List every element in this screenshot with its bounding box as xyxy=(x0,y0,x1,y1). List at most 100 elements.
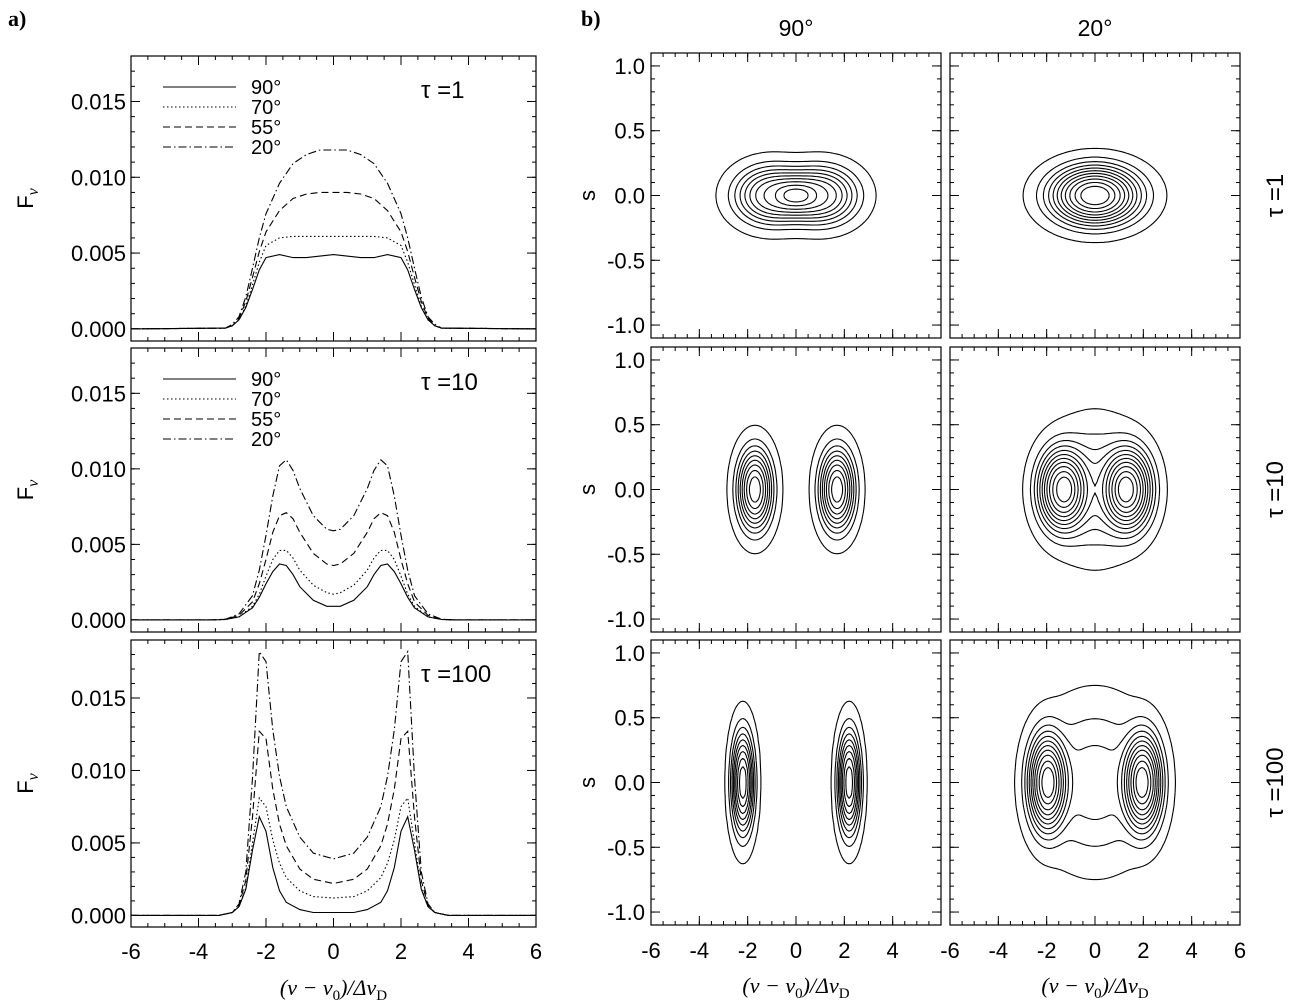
contour-line xyxy=(1022,147,1168,244)
contour-line xyxy=(1033,439,1157,540)
contour-line xyxy=(763,181,829,210)
x-tick-label: 4 xyxy=(887,938,899,963)
plot-frame xyxy=(949,639,1241,926)
contour-line xyxy=(1036,445,1154,534)
contour-line xyxy=(1036,754,1154,811)
contour-line xyxy=(774,184,818,207)
y-tick-label: 0.015 xyxy=(71,381,126,406)
tau-label: τ =1 xyxy=(421,77,465,104)
contour-line xyxy=(1074,181,1116,210)
tau-label: τ =10 xyxy=(421,369,478,396)
y-tick-label: 0.010 xyxy=(71,457,126,482)
contour-panel-3: -1.0 -0.5 0.0 0.5 1.0 s xyxy=(575,346,942,633)
contour-line xyxy=(1026,730,1164,835)
legend-label: 55° xyxy=(251,117,281,139)
row-label: τ =1 xyxy=(1262,174,1289,218)
contour-line xyxy=(1029,432,1161,547)
y-axis-label: Fν xyxy=(13,772,42,793)
x-tick-label: -4 xyxy=(989,938,1009,963)
column-label: 20° xyxy=(1078,15,1113,41)
y-tick-label: 0.010 xyxy=(71,758,126,783)
column-label: 90° xyxy=(779,15,814,41)
tau-label: τ =100 xyxy=(421,661,491,688)
series-line-dashed xyxy=(131,512,536,621)
y-tick-label: 1.0 xyxy=(614,54,645,79)
x-axis-label: (ν − ν0)/ΔνD xyxy=(280,975,387,1004)
contour-line xyxy=(732,438,860,541)
contour-line xyxy=(1064,175,1126,216)
y-tick-label: -1.0 xyxy=(607,607,645,632)
row-label: τ =10 xyxy=(1262,461,1289,518)
contour-line xyxy=(743,464,849,515)
contour-line xyxy=(1046,461,1144,518)
contour-line xyxy=(735,750,857,815)
contour-line xyxy=(1048,164,1142,227)
contour-line xyxy=(755,178,837,213)
y-axis-label: Fν xyxy=(13,187,42,208)
y-tick-label: 1.0 xyxy=(614,348,645,373)
x-tick-label: 4 xyxy=(462,939,474,964)
y-tick-label: 0.005 xyxy=(71,831,126,856)
contour-line xyxy=(734,744,858,821)
x-tick-label: -2 xyxy=(1037,938,1057,963)
x-tick-label: 2 xyxy=(838,938,850,963)
contour-line xyxy=(737,450,855,529)
x-axis-label: (ν − ν0)/ΔνD xyxy=(1041,973,1148,1002)
contour-line xyxy=(735,445,857,534)
series-line-dotted xyxy=(131,549,536,621)
y-tick-label: 0.015 xyxy=(71,89,126,114)
contour-line xyxy=(748,476,844,503)
y-tick-label: -1.0 xyxy=(607,313,645,338)
contour-line xyxy=(739,169,853,222)
plot-frame xyxy=(130,55,537,342)
contour-line xyxy=(746,469,846,510)
y-tick-label: 0.0 xyxy=(614,184,645,209)
contour-line xyxy=(1030,740,1160,825)
x-tick-label: 4 xyxy=(1186,938,1198,963)
contour-line xyxy=(1028,735,1162,830)
contour-line xyxy=(729,726,863,839)
plot-frame xyxy=(650,639,942,926)
x-tick-label: 0 xyxy=(1089,938,1101,963)
contour-line xyxy=(749,175,843,216)
plot-frame xyxy=(949,52,1241,339)
y-tick-label: -0.5 xyxy=(607,835,645,860)
line-panel-2: 0.000 0.005 0.010 0.015 Fν τ =10 90°70°55°20° xyxy=(13,347,537,633)
x-tick-label: 2 xyxy=(1137,938,1149,963)
contour-line xyxy=(1035,156,1155,235)
x-tick-label: 0 xyxy=(327,939,339,964)
x-tick-label: 0 xyxy=(790,938,802,963)
x-tick-label: -6 xyxy=(641,938,661,963)
contour-line xyxy=(728,717,864,848)
x-tick-label: 2 xyxy=(395,939,407,964)
contour-line xyxy=(1056,170,1134,221)
series-line-dotted xyxy=(130,235,537,330)
contour-line xyxy=(1041,453,1149,526)
y-tick-label: 0.5 xyxy=(614,413,645,438)
plot-frame xyxy=(650,52,942,339)
contour-line xyxy=(738,766,854,799)
legend-label: 70° xyxy=(251,389,281,411)
contour-line xyxy=(734,165,858,226)
x-tick-label: -2 xyxy=(738,938,758,963)
y-tick-label: -0.5 xyxy=(607,248,645,273)
x-axis-label: (ν − ν0)/ΔνD xyxy=(742,973,849,1002)
contour-line xyxy=(1032,745,1158,820)
contour-line xyxy=(1021,716,1169,849)
contour-line xyxy=(1042,161,1148,230)
series-line-dashed xyxy=(130,191,537,330)
contour-panel-2 xyxy=(949,52,1241,339)
y-tick-label: 0.0 xyxy=(614,771,645,796)
y-tick-label: 0.000 xyxy=(71,608,126,633)
x-tick-label: 6 xyxy=(530,939,542,964)
series-line-solid xyxy=(130,254,537,330)
contour-panel-4 xyxy=(949,346,1241,633)
y-tick-label: 0.005 xyxy=(71,532,126,557)
contour-line xyxy=(783,188,809,203)
x-tick-label: -6 xyxy=(121,939,141,964)
plot-frame xyxy=(949,346,1241,633)
y-tick-label: 0.010 xyxy=(71,165,126,190)
series-line-dotted xyxy=(131,796,536,916)
